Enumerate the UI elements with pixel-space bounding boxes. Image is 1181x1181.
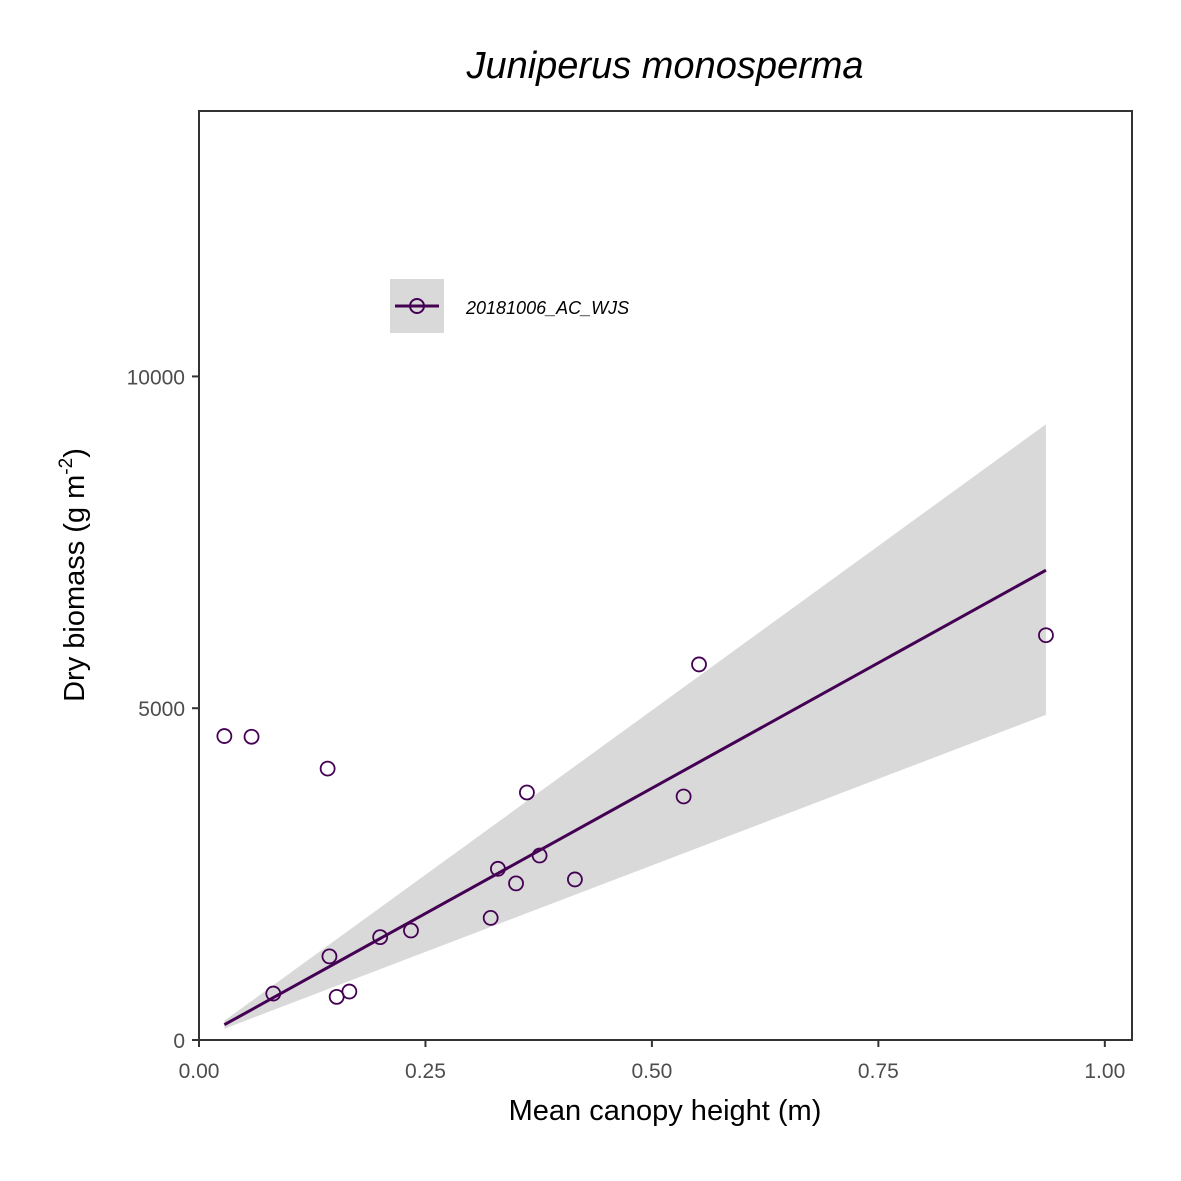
chart-title: Juniperus monosperma	[465, 45, 863, 87]
y-tick-label: 10000	[127, 366, 185, 389]
data-point	[675, 788, 692, 805]
data-point	[216, 728, 233, 744]
x-tick-label: 1.00	[1084, 1060, 1125, 1083]
x-tick-label: 0.50	[631, 1060, 672, 1083]
confidence-ribbon	[224, 424, 1046, 1029]
data-point	[319, 760, 336, 777]
data-point	[265, 985, 282, 1002]
confidence-ribbon-layer	[224, 424, 1046, 1029]
data-points-layer	[216, 627, 1054, 1005]
data-point	[1038, 627, 1054, 644]
legend: 20181006_AC_WJS	[390, 279, 629, 333]
y-axis-title-superscript: -2	[56, 458, 77, 475]
data-point	[490, 860, 506, 877]
fit-line	[223, 568, 1047, 1027]
x-tick-label: 0.75	[858, 1060, 899, 1083]
data-point	[531, 847, 548, 864]
data-point	[403, 922, 419, 939]
plot-panel-border	[198, 110, 1133, 1041]
y-tick-label: 0	[173, 1030, 185, 1053]
x-tick-label: 0.00	[179, 1060, 220, 1083]
data-point	[508, 875, 524, 892]
data-point	[243, 728, 260, 745]
x-axis: 0.00 0.25 0.50 0.75 1.00	[179, 1040, 1125, 1083]
y-axis-title-close: )	[59, 448, 91, 458]
data-point	[372, 929, 389, 946]
x-axis-title: Mean canopy height (m)	[509, 1095, 822, 1127]
fit-line-layer	[223, 568, 1047, 1027]
y-tick-label: 5000	[138, 698, 185, 721]
data-point	[519, 784, 535, 801]
y-axis: 0 5000 10000	[127, 366, 199, 1053]
legend-label: 20181006_AC_WJS	[465, 298, 629, 318]
data-point	[691, 656, 707, 673]
data-point	[321, 948, 338, 965]
data-point	[567, 871, 583, 888]
data-point	[482, 910, 499, 926]
y-axis-title: Dry biomass (g m-2)	[56, 448, 91, 702]
x-tick-label: 0.25	[405, 1060, 446, 1083]
y-axis-title-text: Dry biomass (g m	[59, 475, 91, 702]
legend-key-point	[409, 298, 425, 314]
data-point	[341, 983, 358, 1000]
